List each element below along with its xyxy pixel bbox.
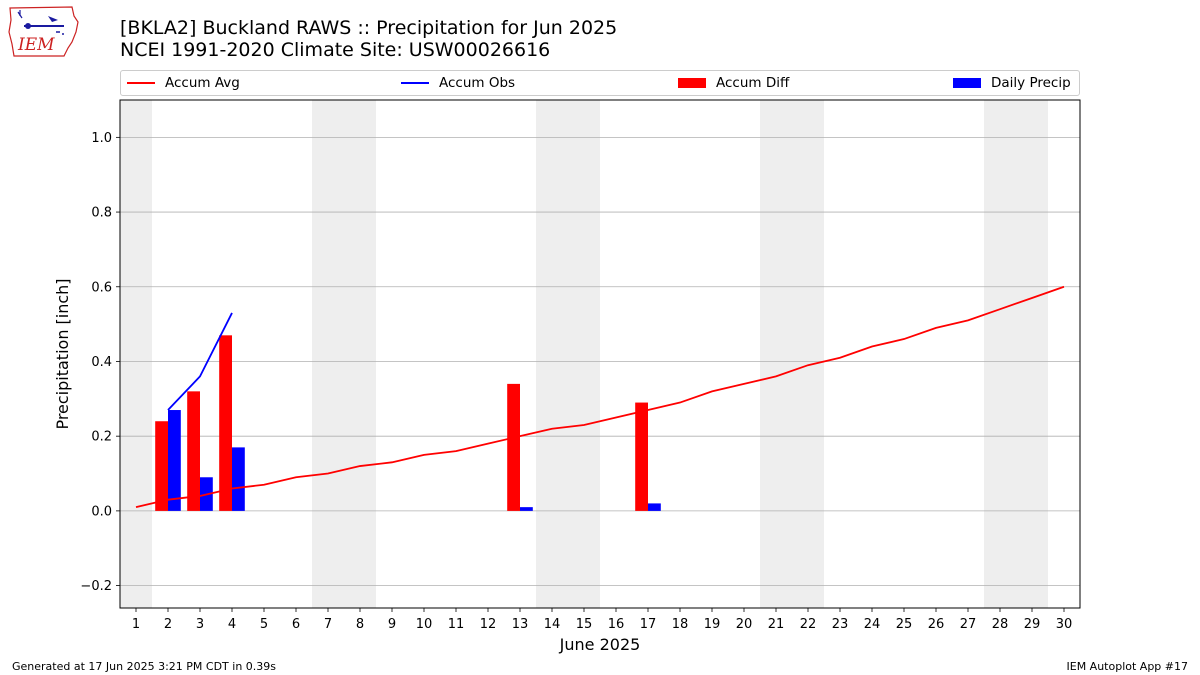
accum-diff-bar xyxy=(219,335,232,511)
x-tick-label: 23 xyxy=(832,617,849,632)
x-tick-label: 20 xyxy=(736,617,753,632)
daily-precip-bar xyxy=(520,507,533,511)
x-tick-label: 29 xyxy=(1024,617,1041,632)
x-tick-label: 27 xyxy=(960,617,977,632)
legend-item-accum-avg: Accum Avg xyxy=(127,71,240,95)
weekend-band xyxy=(312,100,376,608)
x-tick-label: 22 xyxy=(800,617,817,632)
x-tick-label: 2 xyxy=(164,617,172,632)
x-tick-label: 5 xyxy=(260,617,268,632)
accum-diff-bar xyxy=(635,402,648,511)
accum-avg-line xyxy=(135,285,1065,509)
iem-iowa-logo-icon: IEM xyxy=(8,6,79,57)
legend-label-accum-diff: Accum Diff xyxy=(716,75,790,91)
x-tick-label: 25 xyxy=(896,617,913,632)
x-tick-label: 12 xyxy=(480,617,497,632)
iem-logo[interactable]: IEM xyxy=(6,4,82,64)
y-tick-label: 0.4 xyxy=(91,355,112,370)
y-tick-label: −0.2 xyxy=(80,579,112,594)
x-tick-label: 18 xyxy=(672,617,689,632)
weekend-band xyxy=(760,100,824,608)
x-tick-label: 4 xyxy=(228,617,236,632)
logo-text: IEM xyxy=(17,35,55,55)
x-tick-label: 10 xyxy=(416,617,433,632)
x-tick-label: 16 xyxy=(608,617,625,632)
x-tick-label: 11 xyxy=(448,617,465,632)
x-tick-label: 14 xyxy=(544,617,561,632)
x-tick-label: 15 xyxy=(576,617,593,632)
chart-title: [BKLA2] Buckland RAWS :: Precipitation f… xyxy=(120,17,618,39)
y-tick-label: 0.2 xyxy=(91,430,112,445)
accum-diff-swatch xyxy=(678,78,706,88)
x-tick-label: 28 xyxy=(992,617,1009,632)
x-tick-label: 17 xyxy=(640,617,657,632)
legend-label-accum-obs: Accum Obs xyxy=(439,75,516,91)
x-tick-label: 21 xyxy=(768,617,785,632)
weekend-band xyxy=(984,100,1048,608)
accum-diff-bar xyxy=(187,391,200,511)
legend-item-accum-diff: Accum Diff xyxy=(678,71,789,95)
legend-label-daily-precip: Daily Precip xyxy=(991,75,1071,91)
x-tick-label: 13 xyxy=(512,617,529,632)
daily-precip-bar xyxy=(232,447,245,511)
app-credit: IEM Autoplot App #17 xyxy=(1066,660,1189,673)
x-tick-label: 30 xyxy=(1056,617,1073,632)
weekend-band xyxy=(120,100,152,608)
legend-item-daily-precip: Daily Precip xyxy=(953,71,1071,95)
x-tick-label: 6 xyxy=(292,617,300,632)
x-tick-label: 26 xyxy=(928,617,945,632)
accum-diff-bar xyxy=(507,383,520,511)
weekend-band xyxy=(536,100,600,608)
x-tick-label: 24 xyxy=(864,617,881,632)
x-tick-label: 9 xyxy=(388,617,396,632)
y-tick-label: 0.6 xyxy=(91,280,112,295)
chart-subtitle: NCEI 1991-2020 Climate Site: USW00026616 xyxy=(120,39,551,61)
accum-obs-swatch xyxy=(401,82,429,84)
accum-avg-swatch xyxy=(127,82,155,84)
legend-label-accum-avg: Accum Avg xyxy=(165,75,240,91)
x-tick-label: 1 xyxy=(132,617,140,632)
plot-frame xyxy=(119,99,1081,609)
legend-item-accum-obs: Accum Obs xyxy=(401,71,515,95)
x-tick-label: 8 xyxy=(356,617,364,632)
daily-precip-bar xyxy=(648,503,661,511)
x-tick-label: 3 xyxy=(196,617,204,632)
y-axis-label: Precipitation [inch] xyxy=(53,278,72,429)
x-tick-label: 7 xyxy=(324,617,332,632)
accum-obs-line xyxy=(167,312,233,411)
y-tick-label: 0.8 xyxy=(91,206,112,221)
legend: Accum Avg Accum Obs Accum Diff Daily Pre… xyxy=(120,70,1080,96)
x-tick-label: 19 xyxy=(704,617,721,632)
x-axis-label: June 2025 xyxy=(559,635,641,654)
generated-timestamp: Generated at 17 Jun 2025 3:21 PM CDT in … xyxy=(12,660,277,673)
y-tick-label: 1.0 xyxy=(91,131,112,146)
daily-precip-bar xyxy=(168,410,181,511)
daily-precip-swatch xyxy=(953,78,981,88)
accum-diff-bar xyxy=(155,421,168,511)
y-tick-label: 0.0 xyxy=(91,504,112,519)
